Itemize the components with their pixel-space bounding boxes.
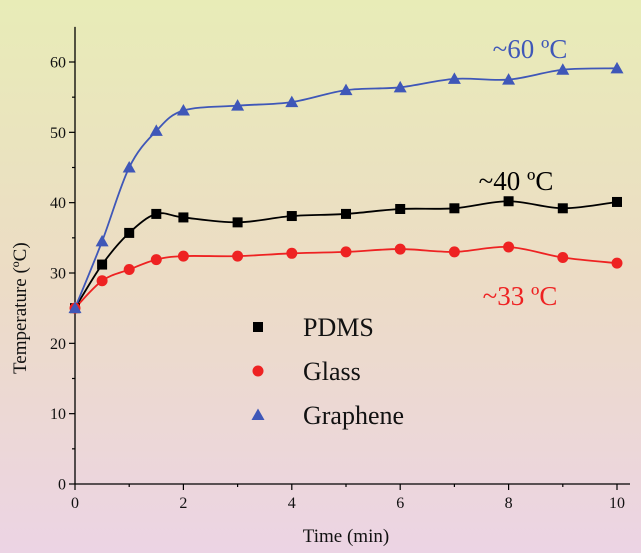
data-point-graphene xyxy=(502,73,516,85)
x-tick-label: 2 xyxy=(179,495,187,512)
data-point-glass xyxy=(123,263,135,275)
y-tick-label: 50 xyxy=(50,125,66,142)
x-axis-label: Time (min) xyxy=(303,526,389,547)
x-tick-label: 6 xyxy=(396,495,404,512)
data-point-glass xyxy=(286,247,298,259)
data-point-graphene xyxy=(393,80,407,93)
y-tick-label: 0 xyxy=(58,477,66,494)
data-point-pdms xyxy=(178,212,189,223)
data-point-glass xyxy=(340,246,352,258)
annotation-pdms: ~40 ºC xyxy=(479,166,554,196)
axes: 0 10 20 30 40 50 60 0 2 4 6 8 10 Time (min) Temperatur… xyxy=(10,26,630,547)
y-tick-label: 30 xyxy=(50,266,66,283)
data-point-pdms xyxy=(97,259,108,270)
data-point-pdms xyxy=(232,217,243,228)
data-point-pdms xyxy=(341,208,351,219)
legend-marker-pdms xyxy=(253,322,263,332)
data-point-graphene xyxy=(447,72,461,84)
data-point-graphene xyxy=(176,104,190,116)
series-markers xyxy=(68,61,624,314)
data-point-glass xyxy=(503,241,515,253)
data-point-glass xyxy=(557,252,569,264)
data-point-graphene xyxy=(339,83,353,96)
data-point-glass xyxy=(448,246,460,258)
data-point-graphene xyxy=(149,124,163,136)
data-point-glass xyxy=(611,257,623,269)
data-point-glass xyxy=(150,254,162,266)
data-point-graphene xyxy=(285,95,299,108)
legend-marker-glass xyxy=(252,365,264,377)
data-point-pdms xyxy=(557,203,568,214)
x-tick-label: 8 xyxy=(505,495,513,512)
data-point-pdms xyxy=(395,203,406,214)
y-tick-label: 10 xyxy=(50,406,66,423)
legend-label-pdms: PDMS xyxy=(303,313,374,342)
annotation-graphene: ~60 ºC xyxy=(493,34,568,64)
data-point-graphene xyxy=(610,61,624,74)
data-point-graphene xyxy=(231,99,245,111)
annotation-glass: ~33 ºC xyxy=(483,281,558,311)
data-point-glass xyxy=(96,275,108,287)
data-point-pdms xyxy=(124,227,135,238)
data-point-graphene xyxy=(122,161,136,173)
data-point-graphene xyxy=(95,234,109,247)
y-tick-label: 20 xyxy=(50,336,66,353)
y-tick-label: 40 xyxy=(50,195,66,212)
data-point-pdms xyxy=(612,196,622,207)
legend-label-graphene: Graphene xyxy=(303,401,404,430)
x-tick-label: 0 xyxy=(71,495,79,512)
data-point-glass xyxy=(394,243,406,255)
legend-label-glass: Glass xyxy=(303,357,361,386)
x-tick-label: 10 xyxy=(609,495,625,512)
y-axis-label: Temperature (ºC) xyxy=(10,242,31,374)
data-point-pdms xyxy=(503,196,514,207)
data-point-pdms xyxy=(286,211,297,222)
data-point-glass xyxy=(177,250,189,262)
x-tick-label: 4 xyxy=(288,495,296,512)
data-point-graphene xyxy=(68,301,82,314)
annotations: ~40 ºC ~33 ºC ~60 ºC xyxy=(479,34,568,311)
y-tick-label: 60 xyxy=(50,55,66,72)
legend-marker-graphene xyxy=(251,408,265,420)
data-point-pdms xyxy=(151,208,162,219)
data-point-glass xyxy=(232,250,244,262)
data-point-graphene xyxy=(556,63,570,75)
legend: PDMS Glass Graphene xyxy=(251,313,404,430)
data-point-pdms xyxy=(449,203,460,214)
